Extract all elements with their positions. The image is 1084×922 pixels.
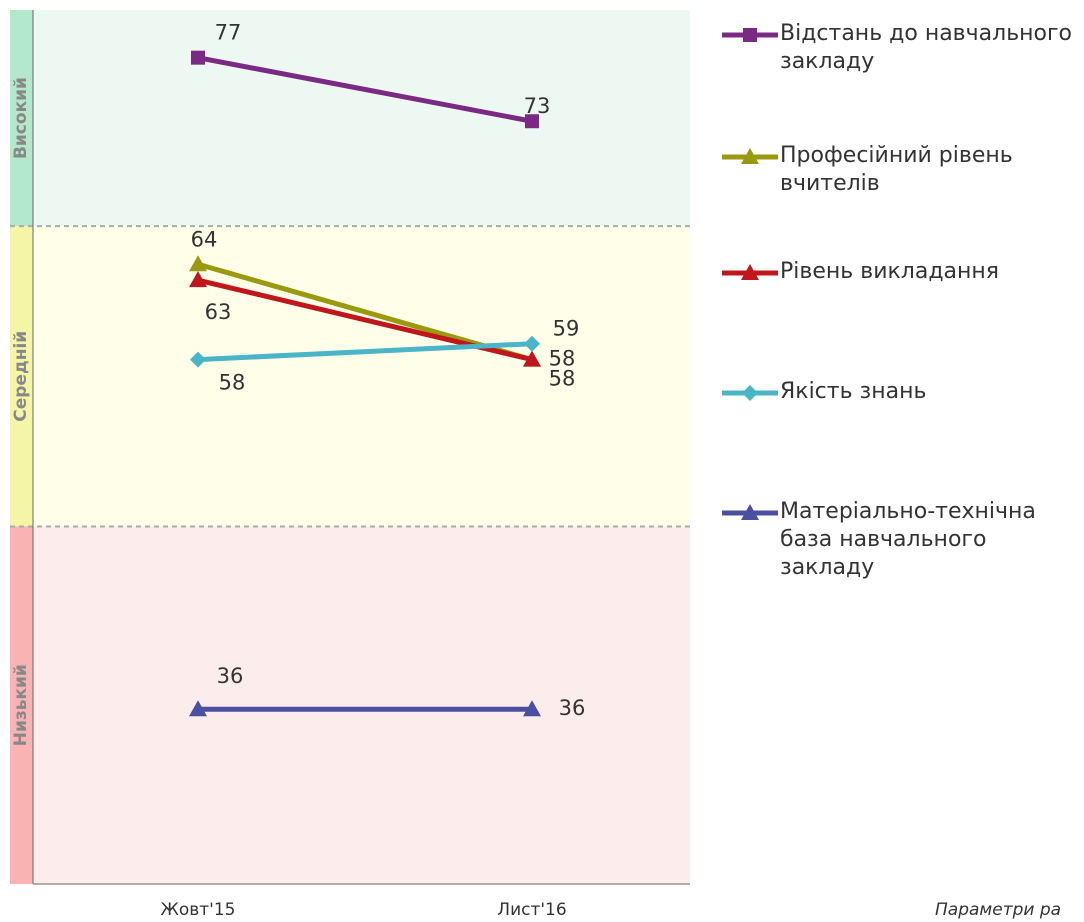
marker (190, 351, 206, 368)
band-label: Середній (11, 331, 31, 422)
legend-item: Якість знань (722, 378, 1082, 406)
legend-item: Відстань до навчального закладу (722, 20, 1082, 76)
legend-label: Якість знань (780, 379, 927, 404)
data-label: 59 (553, 317, 580, 341)
marker (523, 350, 541, 367)
marker (741, 264, 759, 280)
band (33, 226, 690, 527)
legend-icon (722, 264, 778, 280)
legend-icon (722, 148, 778, 164)
band-side (10, 226, 33, 527)
data-label: 36 (217, 664, 244, 688)
data-label: 58 (549, 367, 576, 391)
legend-label: Матеріально-технічна база навчального за… (780, 499, 1036, 580)
data-label: 58 (219, 371, 246, 395)
data-label: 73 (524, 94, 551, 118)
legend-item: Рівень викладання (722, 258, 1082, 286)
marker (741, 504, 759, 520)
data-label: 63 (205, 300, 232, 324)
legend-item: Матеріально-технічна база навчального за… (722, 498, 1082, 582)
marker (189, 271, 207, 288)
band-side (10, 526, 33, 884)
data-label: 77 (215, 21, 242, 45)
marker (525, 114, 539, 129)
band-side (10, 10, 33, 227)
legend-label: Професійний рівень вчителів (780, 143, 1013, 196)
legend-icon (722, 28, 778, 42)
marker (742, 385, 758, 401)
band (33, 526, 690, 884)
legend-label: Відстань до навчального закладу (780, 21, 1073, 74)
marker (189, 700, 207, 717)
legend-label: Рівень викладання (780, 259, 1000, 284)
series-line (197, 55, 533, 124)
marker (743, 28, 757, 42)
series-line (197, 341, 533, 363)
band (33, 10, 690, 227)
x-tick-label: Лист'16 (497, 900, 566, 920)
data-label: 36 (559, 696, 586, 720)
marker (741, 148, 759, 164)
legend-item: Професійний рівень вчителів (722, 142, 1082, 198)
legend-icon (722, 504, 778, 520)
data-label: 64 (191, 227, 218, 251)
x-tick-label: Жовт'15 (161, 900, 236, 920)
marker (191, 50, 205, 65)
band-label: Низький (11, 664, 31, 746)
band-label: Високий (11, 77, 31, 159)
series-line (197, 261, 533, 363)
marker (523, 700, 541, 717)
marker (189, 255, 207, 272)
data-label: 58 (549, 347, 576, 371)
marker (524, 335, 540, 352)
footnote: Параметри ра (935, 900, 1061, 920)
legend-icon (722, 385, 778, 401)
